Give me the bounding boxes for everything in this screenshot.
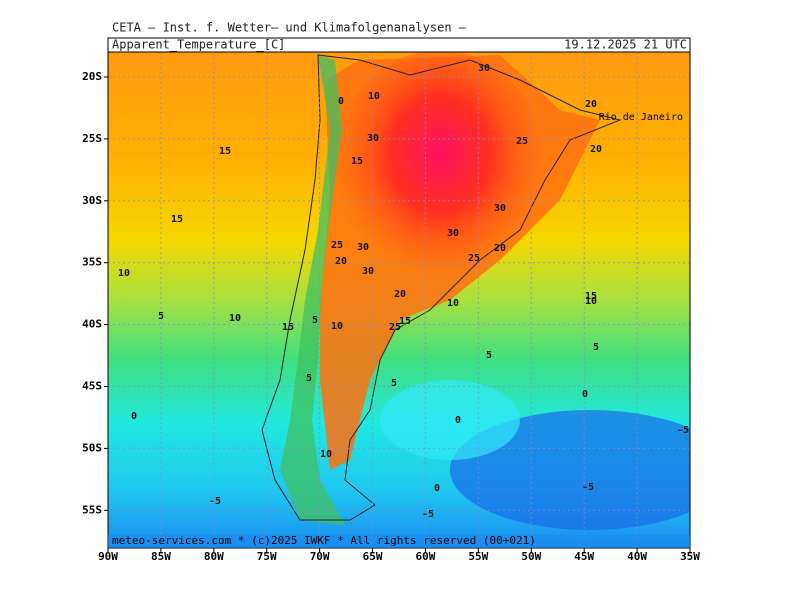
contour-label: 30 — [362, 266, 374, 277]
lat-label: 45S — [82, 380, 102, 393]
place-label: Rio de Janeiro — [599, 112, 683, 123]
lon-label: 85W — [151, 550, 171, 563]
lon-label: 65W — [363, 550, 383, 563]
contour-label: -5 — [677, 425, 689, 436]
contour-label: 20 — [590, 144, 602, 155]
contour-label: 0 — [582, 389, 588, 400]
lon-label: 70W — [310, 550, 330, 563]
contour-label: 10 — [447, 298, 459, 309]
hot-area — [330, 52, 550, 310]
contour-label: 30 — [367, 133, 379, 144]
contour-label: 25 — [516, 136, 528, 147]
contour-label: 30 — [447, 228, 459, 239]
contour-label: 30 — [494, 203, 506, 214]
contour-label: 0 — [338, 96, 344, 107]
lat-label: 25S — [82, 132, 102, 145]
contour-label: 25 — [389, 322, 401, 333]
lat-label: 20S — [82, 70, 102, 83]
contour-label: 0 — [131, 411, 137, 422]
lat-label: 35S — [82, 256, 102, 269]
contour-label: -5 — [422, 509, 434, 520]
contour-label: 20 — [335, 256, 347, 267]
lat-label: 30S — [82, 194, 102, 207]
header-title: CETA — Inst. f. Wetter— und Klimafolgena… — [112, 21, 467, 35]
lon-label: 35W — [680, 550, 700, 563]
contour-label: 5 — [158, 311, 164, 322]
lon-label: 50W — [521, 550, 541, 563]
contour-label: 0 — [455, 415, 461, 426]
variable-name: Apparent_Temperature_[C] — [112, 38, 285, 52]
contour-label: 20 — [585, 99, 597, 110]
grid — [108, 52, 690, 548]
lon-label: 60W — [416, 550, 436, 563]
contour-label: 15 — [585, 291, 597, 302]
contour-label: 5 — [486, 350, 492, 361]
contour-label: 5 — [312, 315, 318, 326]
contour-label: 5 — [391, 378, 397, 389]
footer-credit: meteo-services.com * (c)2025 IWKF * All … — [112, 534, 536, 547]
lon-label: 55W — [468, 550, 488, 563]
contour-label: 10 — [118, 268, 130, 279]
contour-label: 5 — [593, 342, 599, 353]
contour-label: 15 — [351, 156, 363, 167]
contour-label: 15 — [219, 146, 231, 157]
lon-label: 75W — [257, 550, 277, 563]
datetime: 19.12.2025 21 UTC — [564, 38, 687, 52]
contour-label: 10 — [229, 313, 241, 324]
header-bar — [107, 37, 691, 53]
coastline — [261, 54, 622, 521]
contour-label: 25 — [468, 253, 480, 264]
lon-label: 45W — [574, 550, 594, 563]
contour-label: 10 — [320, 449, 332, 460]
contour-label: 20 — [494, 243, 506, 254]
contour-label: 10 — [368, 91, 380, 102]
contour-label: 25 — [331, 240, 343, 251]
contour-label: 15 — [399, 316, 411, 327]
contour-label: 30 — [478, 63, 490, 74]
cool-area — [380, 380, 520, 460]
contour-label: 15 — [171, 214, 183, 225]
lat-label: 40S — [82, 318, 102, 331]
contour-label: 10 — [585, 296, 597, 307]
lon-label: 40W — [627, 550, 647, 563]
contour-label: 20 — [394, 289, 406, 300]
contour-label: 30 — [357, 242, 369, 253]
lon-label: 90W — [98, 550, 118, 563]
lat-label: 55S — [82, 503, 102, 516]
lon-label: 80W — [204, 550, 224, 563]
contour-label: 10 — [331, 321, 343, 332]
contour-label: 15 — [282, 322, 294, 333]
footer-bar — [108, 535, 690, 548]
contour-label: 5 — [306, 373, 312, 384]
lat-label: 50S — [82, 441, 102, 454]
contour-label: -5 — [582, 482, 594, 493]
contour-label: 0 — [434, 483, 440, 494]
andes-band — [280, 55, 345, 525]
contour-label: -5 — [209, 496, 221, 507]
